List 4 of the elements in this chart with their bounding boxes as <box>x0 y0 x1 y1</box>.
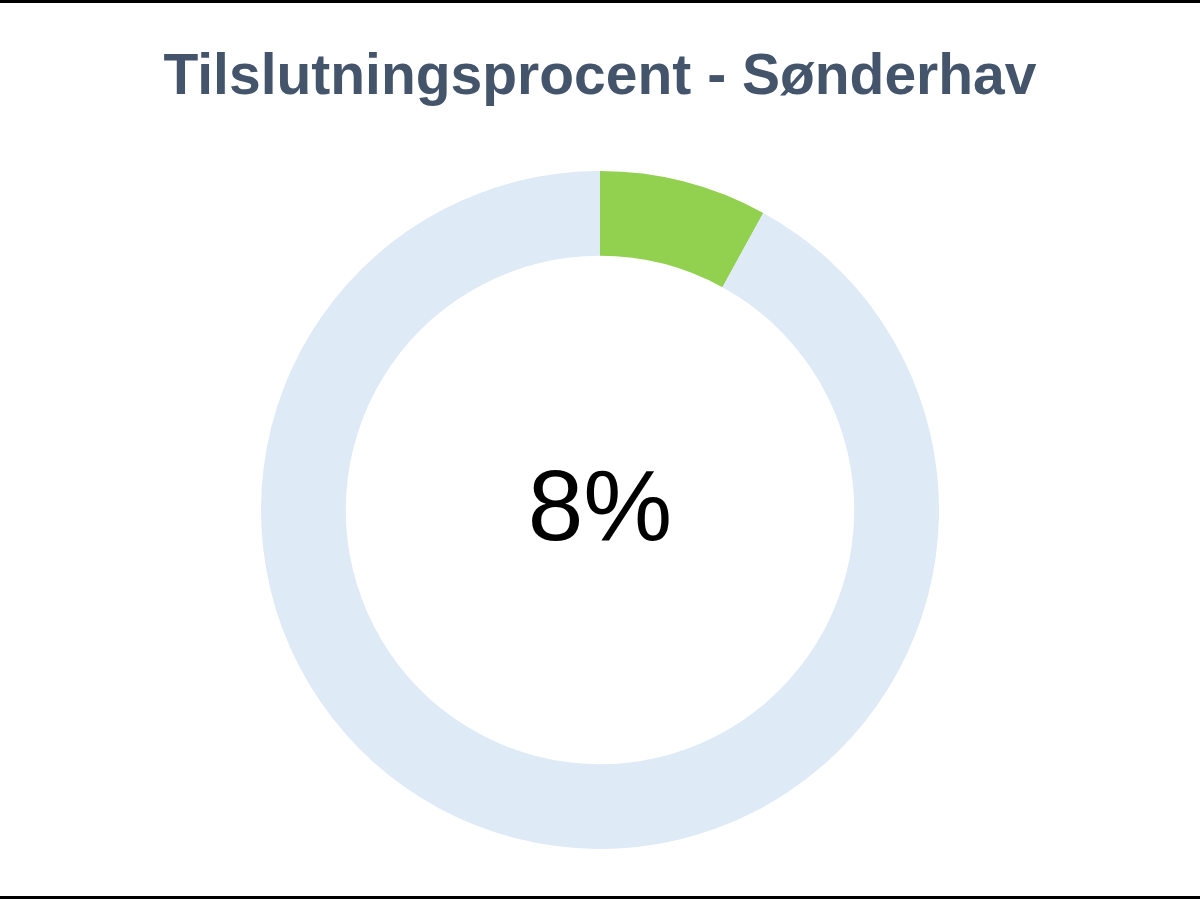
chart-title: Tilslutningsprocent - Sønderhav <box>163 42 1037 106</box>
donut-slice <box>261 171 939 849</box>
text: 8% <box>527 449 673 561</box>
donut-slice <box>600 171 764 288</box>
